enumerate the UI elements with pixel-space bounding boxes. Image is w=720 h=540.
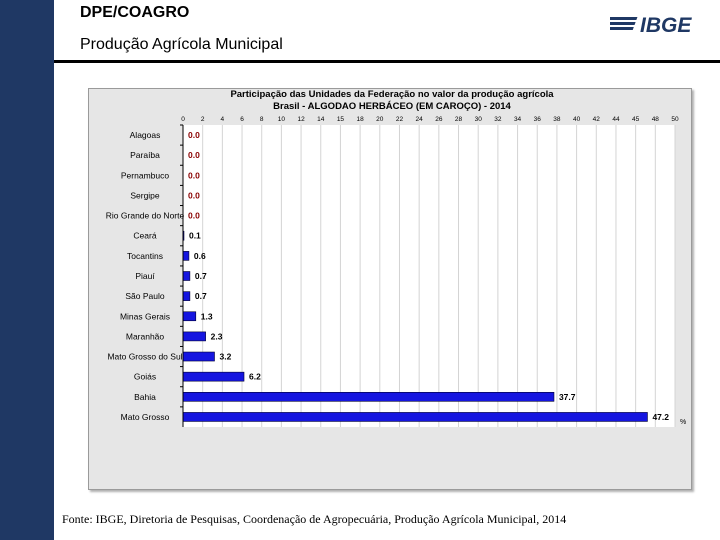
value-label: 1.3 [201,311,213,321]
x-tick-label: 38 [553,116,561,123]
x-tick-label: 50 [671,116,679,123]
bar [182,251,190,261]
value-label: 2.3 [211,331,223,341]
chart-title: Participação das Unidades da Federação n… [230,89,554,100]
axis-end-label: % [680,419,686,426]
bar [182,271,191,281]
bar [182,412,648,422]
bar [182,391,555,402]
value-label: 0.0 [188,190,200,200]
category-label: Ceará [133,231,156,241]
header-divider [54,60,720,63]
x-tick-label: 4 [221,116,225,123]
x-tick-label: 18 [357,116,365,123]
value-label: 6.2 [249,372,261,382]
value-label: 0.1 [189,231,201,241]
value-label: 0.6 [194,251,206,261]
x-tick-label: 26 [435,116,443,123]
page-subtitle: Produção Agrícola Municipal [80,36,283,53]
x-tick-label: 12 [297,116,305,123]
x-tick-label: 34 [514,116,522,123]
left-sidebar-band [0,0,54,540]
x-tick-label: 22 [396,116,404,123]
x-tick-label: 8 [260,116,264,123]
ibge-logo-mark [610,17,638,30]
x-tick-label: 48 [652,116,660,123]
value-label: 37.7 [559,392,576,402]
bar [182,331,206,342]
bar [182,371,245,382]
bar-chart: Participação das Unidades da Federação n… [106,89,686,427]
category-label: Paraíba [130,150,160,160]
x-tick-label: 30 [475,116,483,123]
chart-subtitle: Brasil - ALGODAO HERBÁCEO (EM CAROÇO) - … [273,101,511,112]
category-label: Mato Grosso [121,412,170,422]
value-label: 0.0 [188,170,200,180]
value-label: 0.7 [195,271,207,281]
x-tick-label: 42 [593,116,601,123]
x-tick-label: 20 [376,116,384,123]
x-tick-labels: 0 2 4 6 8 10 12 14 15 18 20 22 24 26 28 30 32 34 36 38 40 42 4… [181,116,679,123]
x-tick-label: 28 [455,116,463,123]
x-tick-label: 0 [181,116,185,123]
category-label: Bahia [134,392,156,402]
bar [182,351,215,362]
bar [182,311,197,322]
x-tick-label: 32 [494,116,502,123]
category-label: Mato Grosso do Sul [107,352,182,362]
category-labels: Alagoas Paraíba Pernambuco Sergipe Rio Grand… [106,130,185,422]
value-label: 0.0 [188,130,200,140]
value-label: 0.0 [188,211,200,221]
bar [182,291,191,301]
x-tick-label: 45 [632,116,640,123]
category-label: Sergipe [130,190,160,200]
value-label: 0.0 [188,150,200,160]
gridlines [180,124,676,427]
x-tick-label: 36 [534,116,542,123]
x-tick-label: 14 [317,116,325,123]
value-label: 47.2 [652,412,669,422]
value-label: 0.7 [195,291,207,301]
category-label: Rio Grande do Norte [106,211,185,221]
category-label: Maranhão [126,331,165,341]
source-footnote: Fonte: IBGE, Diretoria de Pesquisas, Coo… [62,512,567,526]
x-tick-label: 2 [201,116,205,123]
value-label: 3.2 [219,352,231,362]
category-label: Alagoas [130,130,161,140]
category-label: Pernambuco [121,170,169,180]
category-label: Minas Gerais [120,311,170,321]
category-label: Piauí [135,271,155,281]
category-label: São Paulo [125,291,164,301]
x-tick-label: 40 [573,116,581,123]
plot-area [183,125,675,427]
x-tick-label: 10 [278,116,286,123]
category-label: Tocantins [127,251,163,261]
x-tick-label: 44 [612,116,620,123]
ibge-logo-text: IBGE [640,14,692,37]
x-tick-label: 15 [337,116,345,123]
x-tick-label: 24 [416,116,424,123]
x-tick-label: 6 [240,116,244,123]
chart-panel: Participação das Unidades da Federação n… [88,88,692,490]
ibge-logo: IBGE [610,14,692,37]
department-title: DPE/COAGRO [80,4,190,21]
category-label: Goiás [134,372,156,382]
value-labels: 0.0 0.0 0.0 0.0 0.0 0.1 0.6 0.7 0.7 1.3 2.3 3.2 6.2 3… [188,130,669,422]
